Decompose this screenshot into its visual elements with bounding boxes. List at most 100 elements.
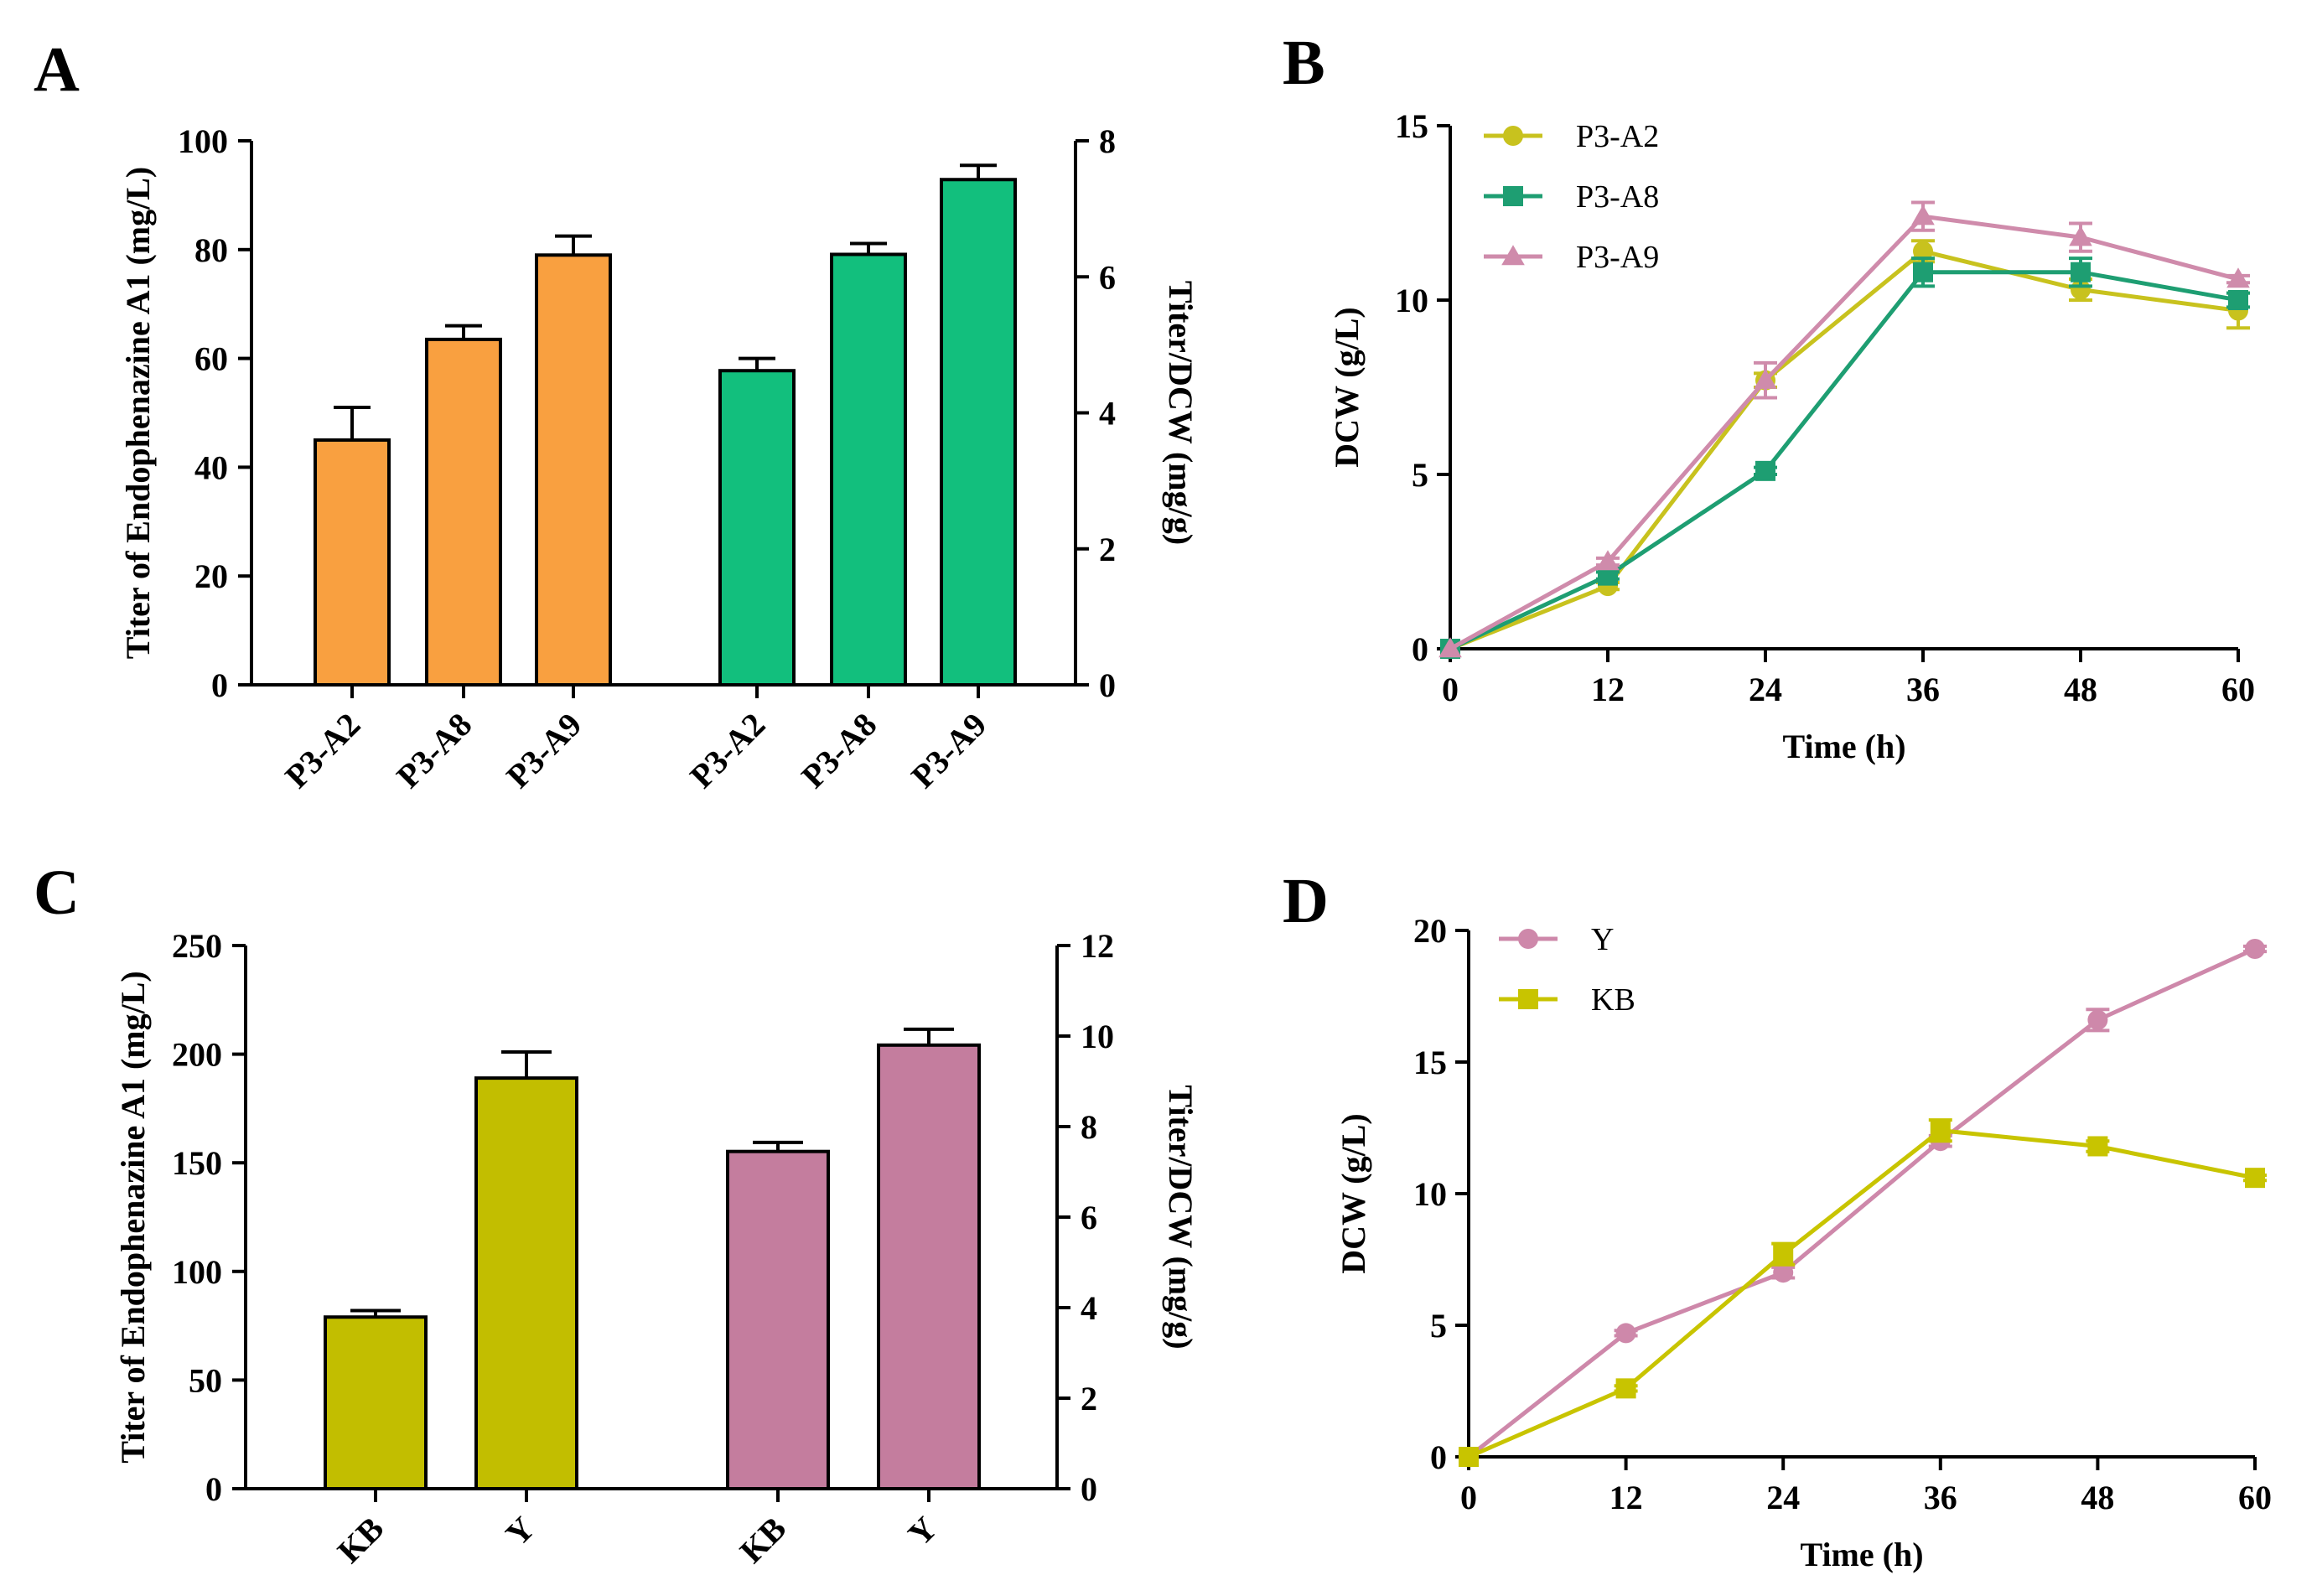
data-point-b-p3-a9 <box>1596 550 1620 571</box>
left-y-tick-label: 40 <box>194 448 228 486</box>
right-y-tick-label: 8 <box>1081 1108 1097 1146</box>
series-line-b-p3-a2 <box>1449 249 2239 651</box>
x-tick-label: KB <box>330 1510 391 1571</box>
data-point-d-y <box>1773 1262 1794 1283</box>
x-tick-label: P3-A2 <box>277 706 367 795</box>
data-point-d-kb <box>2245 1168 2265 1189</box>
data-point-b-p3-a9 <box>1754 368 1777 389</box>
data-point-d-kb <box>1459 1447 1479 1467</box>
data-point-b-p3-a8 <box>1755 460 1775 481</box>
x-tick-label: Y <box>498 1509 542 1552</box>
x-tick-label: 36 <box>1906 671 1940 708</box>
right-y-tick-label: 4 <box>1081 1289 1097 1327</box>
x-tick-label: P3-A2 <box>682 706 772 795</box>
data-point-b-p3-a9 <box>2069 225 2092 246</box>
data-point-d-kb <box>1615 1378 1636 1399</box>
left-y-tick-label: 150 <box>172 1144 222 1182</box>
x-tick-label: 12 <box>1591 671 1625 708</box>
x-tick-label: P3-A8 <box>389 706 479 795</box>
y-tick-label: 0 <box>1430 1438 1447 1476</box>
legend-marker <box>1501 245 1525 266</box>
bar-a-titer-dcw-p3-a8 <box>830 252 907 687</box>
y-axis-title: DCW (g/L) <box>1335 1113 1372 1273</box>
x-tick-label: 24 <box>1749 671 1782 708</box>
right-y-tick-label: 2 <box>1099 531 1116 568</box>
y-tick-label: 5 <box>1412 456 1428 494</box>
left-y-tick-label: 60 <box>194 340 228 378</box>
left-y-tick-label: 250 <box>172 927 222 965</box>
y-tick-label: 10 <box>1413 1175 1447 1213</box>
left-y-tick-label: 0 <box>211 666 228 704</box>
y-tick-label: 10 <box>1395 282 1428 319</box>
bar-a-titer-dcw-p3-a9 <box>940 178 1017 687</box>
left-y-tick-label: 20 <box>194 557 228 595</box>
data-point-d-kb <box>1773 1244 1794 1265</box>
x-tick-label: P3-A9 <box>904 706 993 795</box>
legend-label: P3-A8 <box>1576 179 1659 215</box>
bar-a-titer-p3-a2 <box>314 438 391 687</box>
data-point-d-y <box>2087 1009 2108 1030</box>
bar-a-titer-p3-a8 <box>425 337 502 687</box>
legend-label: KB <box>1591 982 1635 1018</box>
legend-marker <box>1518 989 1538 1009</box>
x-tick-label: 24 <box>1766 1479 1800 1516</box>
data-point-b-p3-a9 <box>2226 267 2250 288</box>
y-tick-label: 20 <box>1413 912 1447 950</box>
bar-c-titer-dcw-kb <box>726 1149 830 1490</box>
data-point-b-p3-a9 <box>1911 205 1935 225</box>
panel-c-chart: 0 50 100 150 200 250 0 2 4 6 8 10 12 Titer of Endophe… <box>114 927 1200 1570</box>
x-tick-label: KB <box>733 1510 794 1571</box>
x-tick-label: P3-A8 <box>794 706 884 795</box>
data-point-d-y <box>2245 938 2265 959</box>
right-y-tick-label: 4 <box>1099 395 1116 433</box>
right-y-tick-label: 6 <box>1099 258 1116 296</box>
left-y-tick-label: 0 <box>205 1470 222 1508</box>
bar-c-titer-y <box>474 1076 578 1491</box>
right-y-axis-title: Titer/DCW (mg/g) <box>1162 281 1200 545</box>
left-y-tick-label: 100 <box>172 1253 222 1291</box>
right-y-tick-label: 0 <box>1099 666 1116 704</box>
bar-a-titer-p3-a9 <box>535 253 612 687</box>
left-y-tick-label: 200 <box>172 1036 222 1074</box>
panel-b-chart: 0 5 10 15 0 12 24 36 48 60 Time (h) DCW (g/L) P3-A2 P… <box>1328 107 2255 765</box>
y-tick-label: 0 <box>1412 630 1428 668</box>
left-y-axis-title: Titer of Endophenazine A1 (mg/L) <box>114 971 152 1463</box>
left-y-axis-title: Titer of Endophenazine A1 (mg/L) <box>119 167 157 659</box>
panel-a-chart: 0 20 40 60 80 100 0 2 4 6 8 Titer of Endophenazine … <box>119 122 1200 795</box>
bar-a-titer-dcw-p3-a2 <box>718 369 796 687</box>
left-y-tick-label: 100 <box>178 122 228 160</box>
x-tick-label: 12 <box>1609 1479 1643 1516</box>
right-y-tick-label: 6 <box>1081 1199 1097 1236</box>
y-tick-label: 15 <box>1395 107 1428 145</box>
series-line-d-y <box>1467 946 2257 1459</box>
x-tick-label: 0 <box>1460 1479 1477 1516</box>
legend-label: P3-A2 <box>1576 119 1659 154</box>
left-y-tick-label: 80 <box>194 231 228 269</box>
y-axis-title: DCW (g/L) <box>1328 307 1366 467</box>
data-point-b-p3-a8 <box>1913 262 1933 282</box>
panel-letter-a: A <box>34 34 80 105</box>
legend-marker <box>1518 929 1538 949</box>
right-y-tick-label: 12 <box>1081 927 1114 965</box>
right-y-tick-label: 10 <box>1081 1018 1114 1055</box>
series-line-b-p3-a9 <box>1449 214 2239 651</box>
right-y-tick-label: 8 <box>1099 122 1116 160</box>
y-tick-label: 5 <box>1430 1307 1447 1345</box>
y-tick-label: 15 <box>1413 1044 1447 1081</box>
panel-letter-d: D <box>1283 866 1329 936</box>
panel-letter-c: C <box>34 858 80 928</box>
legend-marker <box>1503 186 1523 206</box>
data-point-b-p3-a8 <box>2228 290 2248 310</box>
legend-marker <box>1503 126 1523 146</box>
x-tick-label: 0 <box>1442 671 1459 708</box>
x-axis-title: Time (h) <box>1800 1536 1923 1573</box>
panel-letter-b: B <box>1283 28 1325 98</box>
data-point-d-kb <box>2087 1136 2108 1157</box>
right-y-axis-title: Titer/DCW (mg/g) <box>1162 1085 1200 1349</box>
bar-c-titer-kb <box>324 1315 428 1491</box>
x-tick-label: 48 <box>2081 1479 2114 1516</box>
right-y-tick-label: 0 <box>1081 1470 1097 1508</box>
left-y-tick-label: 50 <box>189 1361 222 1399</box>
x-tick-label: 36 <box>1924 1479 1957 1516</box>
